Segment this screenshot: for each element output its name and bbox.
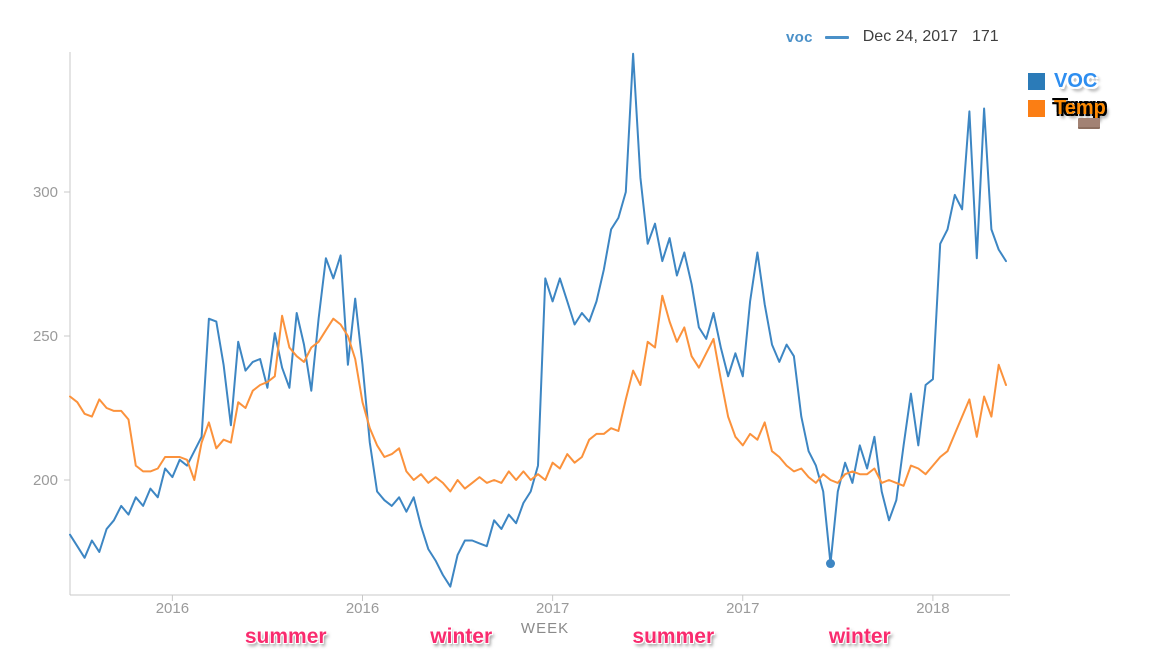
voc-series-line[interactable] <box>69 52 1007 588</box>
legend-item-temp[interactable]: Temp <box>1028 97 1106 119</box>
legend-label-temp: Temp <box>1054 97 1106 119</box>
highlighted-point[interactable] <box>826 559 835 569</box>
season-label-summer: summer <box>632 625 715 648</box>
voc-swatch-icon <box>1028 72 1045 90</box>
x-axis-title: WEEK <box>521 620 569 637</box>
x-tick-label: 2017 <box>726 600 759 617</box>
legend: VOC Temp <box>1028 70 1106 126</box>
x-tick-label: 2018 <box>916 600 949 617</box>
temp-series-line[interactable] <box>69 294 1007 493</box>
season-label-winter: winter <box>430 625 493 648</box>
legend-label-voc: VOC <box>1054 70 1098 92</box>
x-tick-label: 2017 <box>536 600 569 617</box>
x-tick-label: 2016 <box>346 600 379 617</box>
y-tick-label: 200 <box>33 472 58 489</box>
tooltip-line-swatch <box>824 35 849 39</box>
tooltip-series-name: voc <box>786 28 813 46</box>
mouse-cursor-artifact <box>1078 118 1100 129</box>
y-tick-label: 250 <box>33 328 58 345</box>
season-label-winter: winter <box>828 625 891 648</box>
hover-tooltip: voc Dec 24, 2017 171 <box>786 28 999 46</box>
tooltip-value: 171 <box>971 28 999 45</box>
season-label-summer: summer <box>244 625 327 648</box>
temp-swatch-icon <box>1028 99 1045 117</box>
x-tick-label: 2016 <box>156 600 189 617</box>
legend-item-voc[interactable]: VOC <box>1028 70 1106 92</box>
tooltip-date: Dec 24, 2017 <box>862 28 958 45</box>
y-tick-label: 300 <box>33 184 58 201</box>
